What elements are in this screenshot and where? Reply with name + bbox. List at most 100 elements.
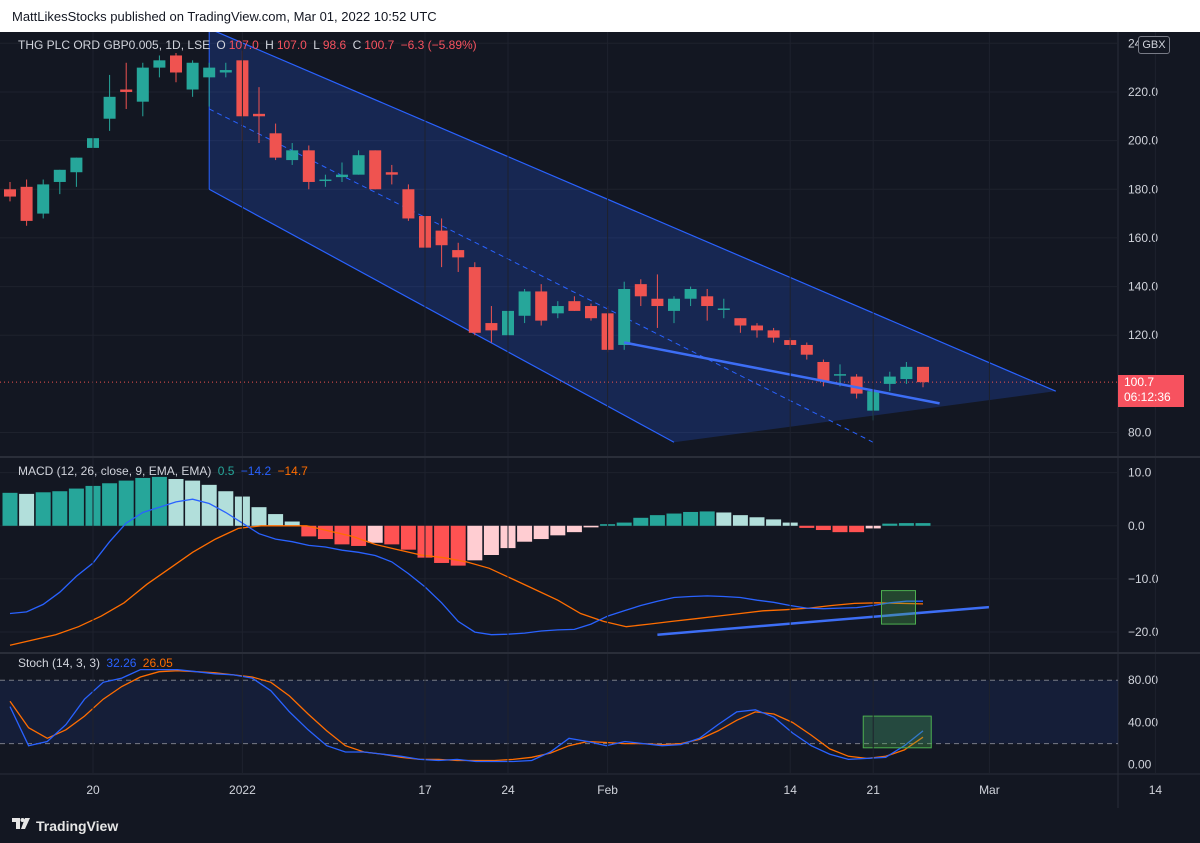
candle-body [120,89,133,92]
macd-histogram-bar [550,525,566,536]
macd-histogram-bar [2,492,18,526]
candle [734,318,747,333]
macd-histogram-bar [400,525,416,550]
candle-body [850,376,863,394]
candle-body [668,298,680,311]
candle [70,157,83,187]
candle-body [485,323,498,331]
macd-legend: MACD (12, 26, close, 9, EMA, EMA) 0.5 −1… [18,464,311,478]
candle [518,289,531,324]
candle-body [551,306,564,314]
change-value: −6.3 (−5.89%) [400,38,477,52]
macd-histogram-bar [185,480,201,526]
low-value: 98.6 [322,38,347,52]
candle-body [385,172,398,175]
candle [800,342,813,360]
stoch-band-fill [0,680,1118,744]
candle [468,262,481,336]
candle-body [634,284,647,297]
candle-body [701,296,714,307]
candle-body [203,67,216,78]
channel-lower-line [208,188,675,443]
high-value: 107.0 [276,38,307,52]
candle [170,53,182,83]
stoch-d-value: 26.05 [142,656,173,670]
chart-area[interactable]: 24 0.0 220.0 200.0 180.0 160.0 140.0 120.0 80.0 1… [0,32,1200,808]
stoch-highlight-box [862,715,932,749]
candle-body [302,150,315,182]
macd-histogram-bar [898,523,914,526]
candle [568,296,581,311]
macd-histogram-bar [882,523,898,526]
candle [253,87,265,144]
stoch-axis-tick: 0.00 [1128,758,1152,772]
candle-body [70,157,83,173]
chart-background [0,32,1200,808]
macd-histogram-bar [284,521,300,526]
open-label: O [216,38,226,52]
candle [585,303,597,321]
open-value: 107.0 [228,38,259,52]
candle-body [452,250,465,258]
macd-histogram-bar [483,525,499,555]
regression-channel-fill [209,32,1056,443]
footer: TradingView [0,808,1200,843]
candle-body [170,55,182,73]
candle-body [834,374,846,376]
candle [634,279,647,307]
stoch-legend: Stoch (14, 3, 3) 32.26 26.05 [18,656,176,670]
candle [286,143,299,165]
macd-histogram-bar [517,525,533,542]
macd-histogram-bar [799,525,815,528]
candle-body [435,230,448,246]
macd-histogram-bar [68,488,84,526]
candle [435,218,448,268]
macd-axis-tick: −10.0 [1128,572,1159,586]
macd-histogram-bar [135,477,151,526]
candle [751,323,763,338]
candle-body [883,376,896,384]
candle [767,327,780,343]
brand-name: TradingView [36,818,119,834]
macd-histogram-bar [434,525,450,563]
macd-histogram-bar [301,525,317,537]
candle [883,371,896,392]
currency-button[interactable]: GBX [1138,36,1170,54]
macd-histogram-bar [749,517,765,526]
candle [269,123,282,161]
macd-histogram-bar [666,513,682,526]
candle-body [219,70,232,73]
price-axis-tick: 80.0 [1128,426,1152,440]
candle-body [800,344,813,355]
time-axis-tick: 20 [86,783,100,797]
macd-histogram-bar [118,480,134,526]
candle [701,289,714,321]
time-axis-tick: Feb [597,783,618,797]
publish-header: MattLikesStocks published on TradingView… [0,0,1200,32]
price-axis-tick: 180.0 [1128,182,1158,196]
candle [618,281,631,350]
macd-axis-tick: −20.0 [1128,625,1159,639]
candle [20,179,33,226]
candle-body [518,291,531,316]
publish-line: MattLikesStocks published on TradingView… [12,9,437,24]
macd-histogram-bar [699,511,715,526]
macd-histogram-bar [218,491,234,526]
candle-body [136,67,149,102]
candle-body [568,301,581,311]
candle [203,62,216,107]
time-axis-tick: 24 [501,783,515,797]
macd-histogram-bar [52,491,68,526]
candle-body [20,186,33,221]
tradingview-logo-icon [12,818,30,829]
candle-body [53,169,66,182]
candle-body [37,184,50,214]
macd-histogram-bar [815,525,831,531]
price-axis-tick: 220.0 [1128,85,1158,99]
macd-histogram-bar [732,515,748,526]
candle [651,274,664,328]
macd-histogram-bar [566,525,582,533]
macd-histogram-bar [19,493,35,526]
close-value: 100.7 [364,38,395,52]
candle [352,150,365,175]
